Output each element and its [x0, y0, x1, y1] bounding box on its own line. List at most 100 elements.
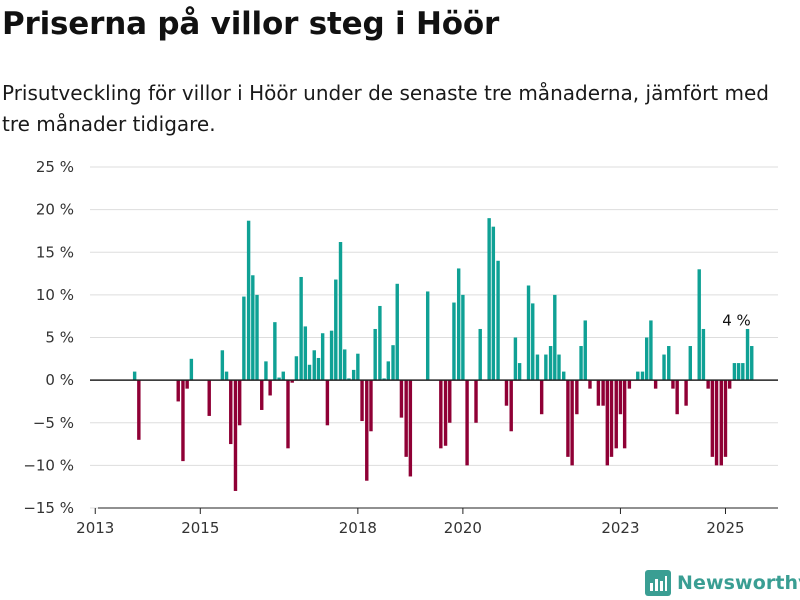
bar: [662, 354, 666, 381]
x-tick-label: 2020: [444, 519, 482, 537]
bar: [224, 371, 229, 381]
bar: [382, 378, 386, 381]
y-tick-label: 5 %: [45, 329, 74, 347]
bar: [714, 380, 719, 466]
bar: [706, 380, 710, 389]
bar: [548, 346, 553, 381]
bar: [185, 380, 189, 389]
x-axis: 2013 2015 2018 2020 2023 2025: [76, 507, 778, 537]
x-tick-label: 2013: [76, 519, 114, 537]
bar: [448, 380, 452, 423]
bar: [667, 346, 671, 381]
bar: [294, 356, 299, 381]
bar: [290, 380, 294, 383]
bar: [491, 226, 496, 381]
bar: [273, 322, 277, 381]
y-tick-label: 20 %: [36, 201, 74, 219]
bar: [207, 380, 211, 416]
bar: [496, 260, 500, 381]
brand: Newsworthy: [645, 568, 800, 598]
bar: [246, 220, 251, 381]
bar: [425, 291, 430, 381]
bar: [395, 283, 399, 381]
bar: [443, 380, 448, 446]
newsworthy-logo-icon: [645, 570, 671, 596]
y-tick-label: −5 %: [33, 414, 74, 432]
grid-lines: [90, 166, 778, 509]
y-tick-label: −15 %: [23, 499, 74, 517]
bar: [605, 380, 610, 466]
bar: [404, 380, 408, 457]
bar: [373, 328, 377, 381]
bar: [356, 353, 360, 381]
chart-subtitle: Prisutveckling för villor i Höör under d…: [2, 81, 769, 136]
bar: [233, 380, 238, 491]
bar: [627, 380, 632, 389]
bar: [439, 380, 443, 449]
bar: [303, 326, 308, 381]
bar: [369, 380, 373, 432]
bar: [601, 380, 605, 406]
bar: [399, 380, 404, 418]
y-axis-tick-labels: 25 % 20 % 15 % 10 % 5 % 0 % −5 % −10 % −15 %: [23, 158, 74, 517]
bar: [618, 380, 623, 415]
bar: [465, 380, 469, 466]
y-tick-label: 25 %: [36, 158, 74, 176]
latest-value-label: 4 %: [722, 312, 751, 330]
bar: [132, 371, 137, 381]
y-tick-label: 10 %: [36, 286, 74, 304]
bars: [132, 218, 754, 491]
bar: [653, 380, 658, 389]
bar: [229, 380, 233, 445]
bar: [268, 380, 272, 396]
y-tick-label: 15 %: [36, 243, 74, 261]
bar: [320, 333, 325, 381]
bar: [719, 380, 723, 466]
annotation: 4 %: [722, 312, 751, 330]
bar: [474, 380, 478, 423]
bar: [360, 380, 364, 422]
bar: [570, 380, 574, 466]
brand-name: Newsworthy: [677, 572, 800, 594]
bar: [334, 279, 338, 381]
bar: [461, 294, 465, 381]
bar: [137, 380, 141, 440]
bar: [277, 377, 281, 381]
bar: [750, 346, 754, 381]
bar: [312, 350, 316, 381]
bar: [237, 380, 242, 426]
bar: [351, 369, 356, 381]
bar: [579, 346, 583, 381]
bar: [251, 275, 255, 381]
bar: [391, 345, 395, 381]
bar: [636, 371, 640, 381]
bar: [513, 337, 518, 381]
bar: [260, 380, 264, 410]
bar: [596, 380, 601, 406]
bar: [583, 320, 587, 381]
x-tick-label: 2015: [181, 519, 219, 537]
bar: [622, 380, 627, 449]
bar: [562, 371, 566, 381]
bar: [688, 346, 692, 381]
bar: [408, 380, 413, 477]
bar: [640, 371, 645, 381]
bar: [316, 357, 321, 381]
bar: [286, 380, 290, 449]
bar: [675, 380, 679, 415]
bar: [566, 380, 570, 457]
bar: [452, 302, 456, 381]
bar: [181, 380, 185, 462]
bar: [644, 337, 649, 381]
y-tick-label: −10 %: [23, 456, 74, 474]
bar: [553, 294, 557, 381]
bar: [684, 380, 688, 406]
bar: [220, 350, 225, 381]
bar: [710, 380, 715, 457]
bar: [338, 242, 343, 381]
bar: [575, 380, 579, 415]
bar: [386, 361, 391, 381]
bar: [531, 303, 535, 381]
bar: [526, 285, 531, 381]
